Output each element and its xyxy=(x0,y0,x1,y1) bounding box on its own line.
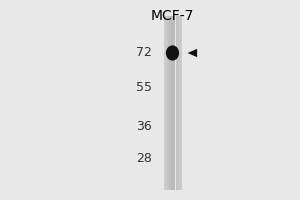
Bar xyxy=(169,16,170,190)
Bar xyxy=(173,16,174,190)
Bar xyxy=(177,16,178,190)
Bar xyxy=(169,16,170,190)
Bar xyxy=(174,16,175,190)
Bar xyxy=(168,16,169,190)
Polygon shape xyxy=(188,49,197,57)
Text: 55: 55 xyxy=(136,81,152,94)
Bar xyxy=(171,16,172,190)
Text: 36: 36 xyxy=(136,119,152,132)
Text: MCF-7: MCF-7 xyxy=(151,9,194,23)
Text: 72: 72 xyxy=(136,46,152,60)
Bar xyxy=(170,16,171,190)
Bar xyxy=(178,16,179,190)
Bar xyxy=(166,16,167,190)
Bar xyxy=(179,16,180,190)
Bar xyxy=(172,16,173,190)
Bar xyxy=(165,16,166,190)
Bar xyxy=(180,16,181,190)
Text: 28: 28 xyxy=(136,152,152,164)
Bar xyxy=(175,16,176,190)
Bar xyxy=(176,16,177,190)
Bar xyxy=(181,16,182,190)
Bar xyxy=(164,16,165,190)
Bar xyxy=(167,16,168,190)
Ellipse shape xyxy=(166,45,179,61)
